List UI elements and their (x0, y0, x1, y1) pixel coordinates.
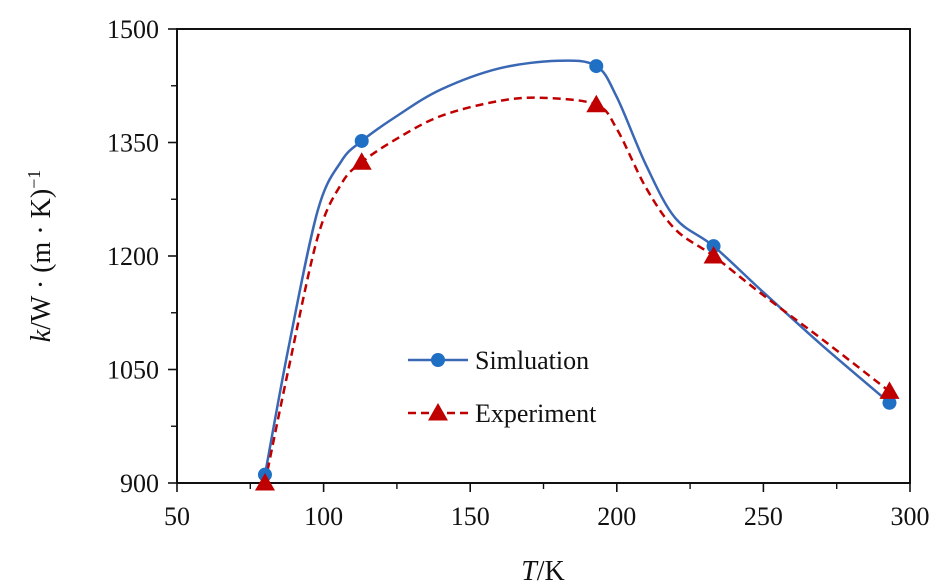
data-point-experiment (586, 94, 607, 113)
x-tick-label: 150 (451, 502, 490, 531)
y-tick-label: 1350 (107, 129, 159, 158)
x-axis-title: T/K (521, 556, 565, 586)
y-tick-label: 1050 (107, 356, 159, 385)
x-tick-label: 200 (597, 502, 636, 531)
legend-marker-experiment (428, 403, 448, 421)
data-point-experiment (703, 246, 724, 264)
series-line-experiment (263, 96, 891, 484)
x-tick-label: 300 (891, 502, 930, 531)
data-point-simluation (882, 395, 897, 410)
legend-label-experiment: Experiment (475, 399, 597, 428)
data-point-simluation (589, 59, 604, 74)
series-line-simluation (263, 59, 891, 475)
y-tick-label: 1200 (107, 242, 159, 271)
data-point-experiment (351, 152, 372, 170)
data-point-simluation (354, 133, 369, 148)
axis-tick-labels: 50 100 150 200 250 300 900 1050 1200 1350 1500 (107, 15, 930, 531)
x-tick-label: 100 (304, 502, 343, 531)
legend-label-simluation: Simluation (475, 346, 589, 375)
data-point-experiment (255, 473, 275, 491)
series-markers (255, 59, 900, 491)
y-tick-label: 900 (120, 469, 159, 498)
y-tick-label: 1500 (107, 15, 159, 44)
data-point-experiment (879, 381, 900, 399)
x-tick-label: 250 (744, 502, 783, 531)
y-axis-title: k/W · (m · K)−1 (24, 170, 57, 343)
x-tick-label: 50 (164, 502, 190, 531)
legend: Simluation Experiment (408, 346, 597, 428)
legend-marker-simluation (431, 353, 445, 367)
series-curves (263, 59, 891, 484)
axis-ticks (168, 28, 911, 492)
